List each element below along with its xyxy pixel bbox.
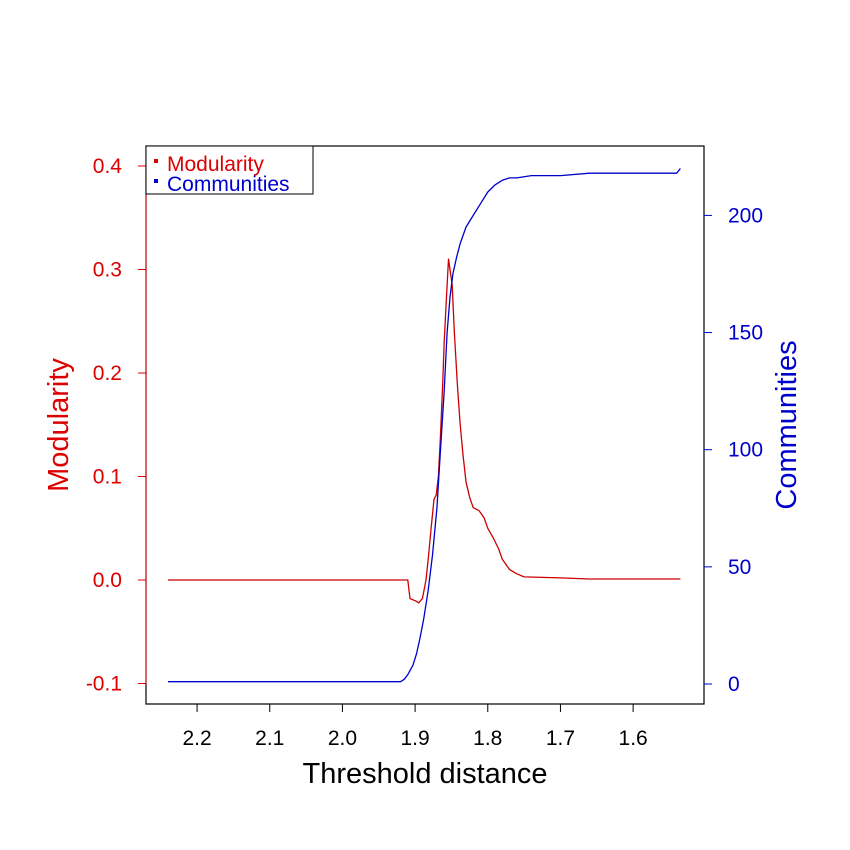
y-right-axis-title: Communities — [771, 340, 803, 509]
legend: Modularity Communities — [145, 145, 314, 196]
y-right-tick-label: 150 — [728, 322, 763, 345]
y-left-tick-label: 0.3 — [93, 259, 122, 282]
x-axis-title: Threshold distance — [302, 758, 547, 790]
plot-frame — [145, 145, 705, 705]
x-tick-label: 2.1 — [255, 727, 284, 750]
series-line-modularity — [168, 258, 681, 604]
y-left-tick-label: -0.1 — [86, 673, 122, 696]
x-tick-label: 1.8 — [473, 727, 502, 750]
y-left-tick-label: 0.2 — [93, 362, 122, 385]
series-line-communities — [168, 168, 681, 683]
x-tick-label: 2.2 — [182, 727, 211, 750]
x-tick-label: 1.9 — [400, 727, 429, 750]
x-tick-label: 1.6 — [619, 727, 648, 750]
x-tick-label: 1.7 — [546, 727, 575, 750]
y-right-tick-label: 100 — [728, 439, 763, 462]
y-right-tick-label: 200 — [728, 204, 763, 227]
y-right-tick-label: 50 — [728, 556, 751, 579]
legend-marker-modularity — [154, 159, 158, 163]
legend-marker-communities — [154, 179, 158, 183]
legend-label-communities: Communities — [167, 173, 290, 196]
y-left-axis-title: Modularity — [43, 358, 75, 492]
y-left-tick-label: 0.1 — [93, 466, 122, 489]
legend-box — [145, 145, 314, 195]
x-tick-label: 2.0 — [328, 727, 357, 750]
y-right-tick-label: 0 — [728, 673, 740, 696]
y-left-tick-label: 0.0 — [93, 569, 122, 592]
y-left-tick-label: 0.4 — [93, 155, 123, 178]
legend-label-modularity: Modularity — [167, 153, 264, 176]
